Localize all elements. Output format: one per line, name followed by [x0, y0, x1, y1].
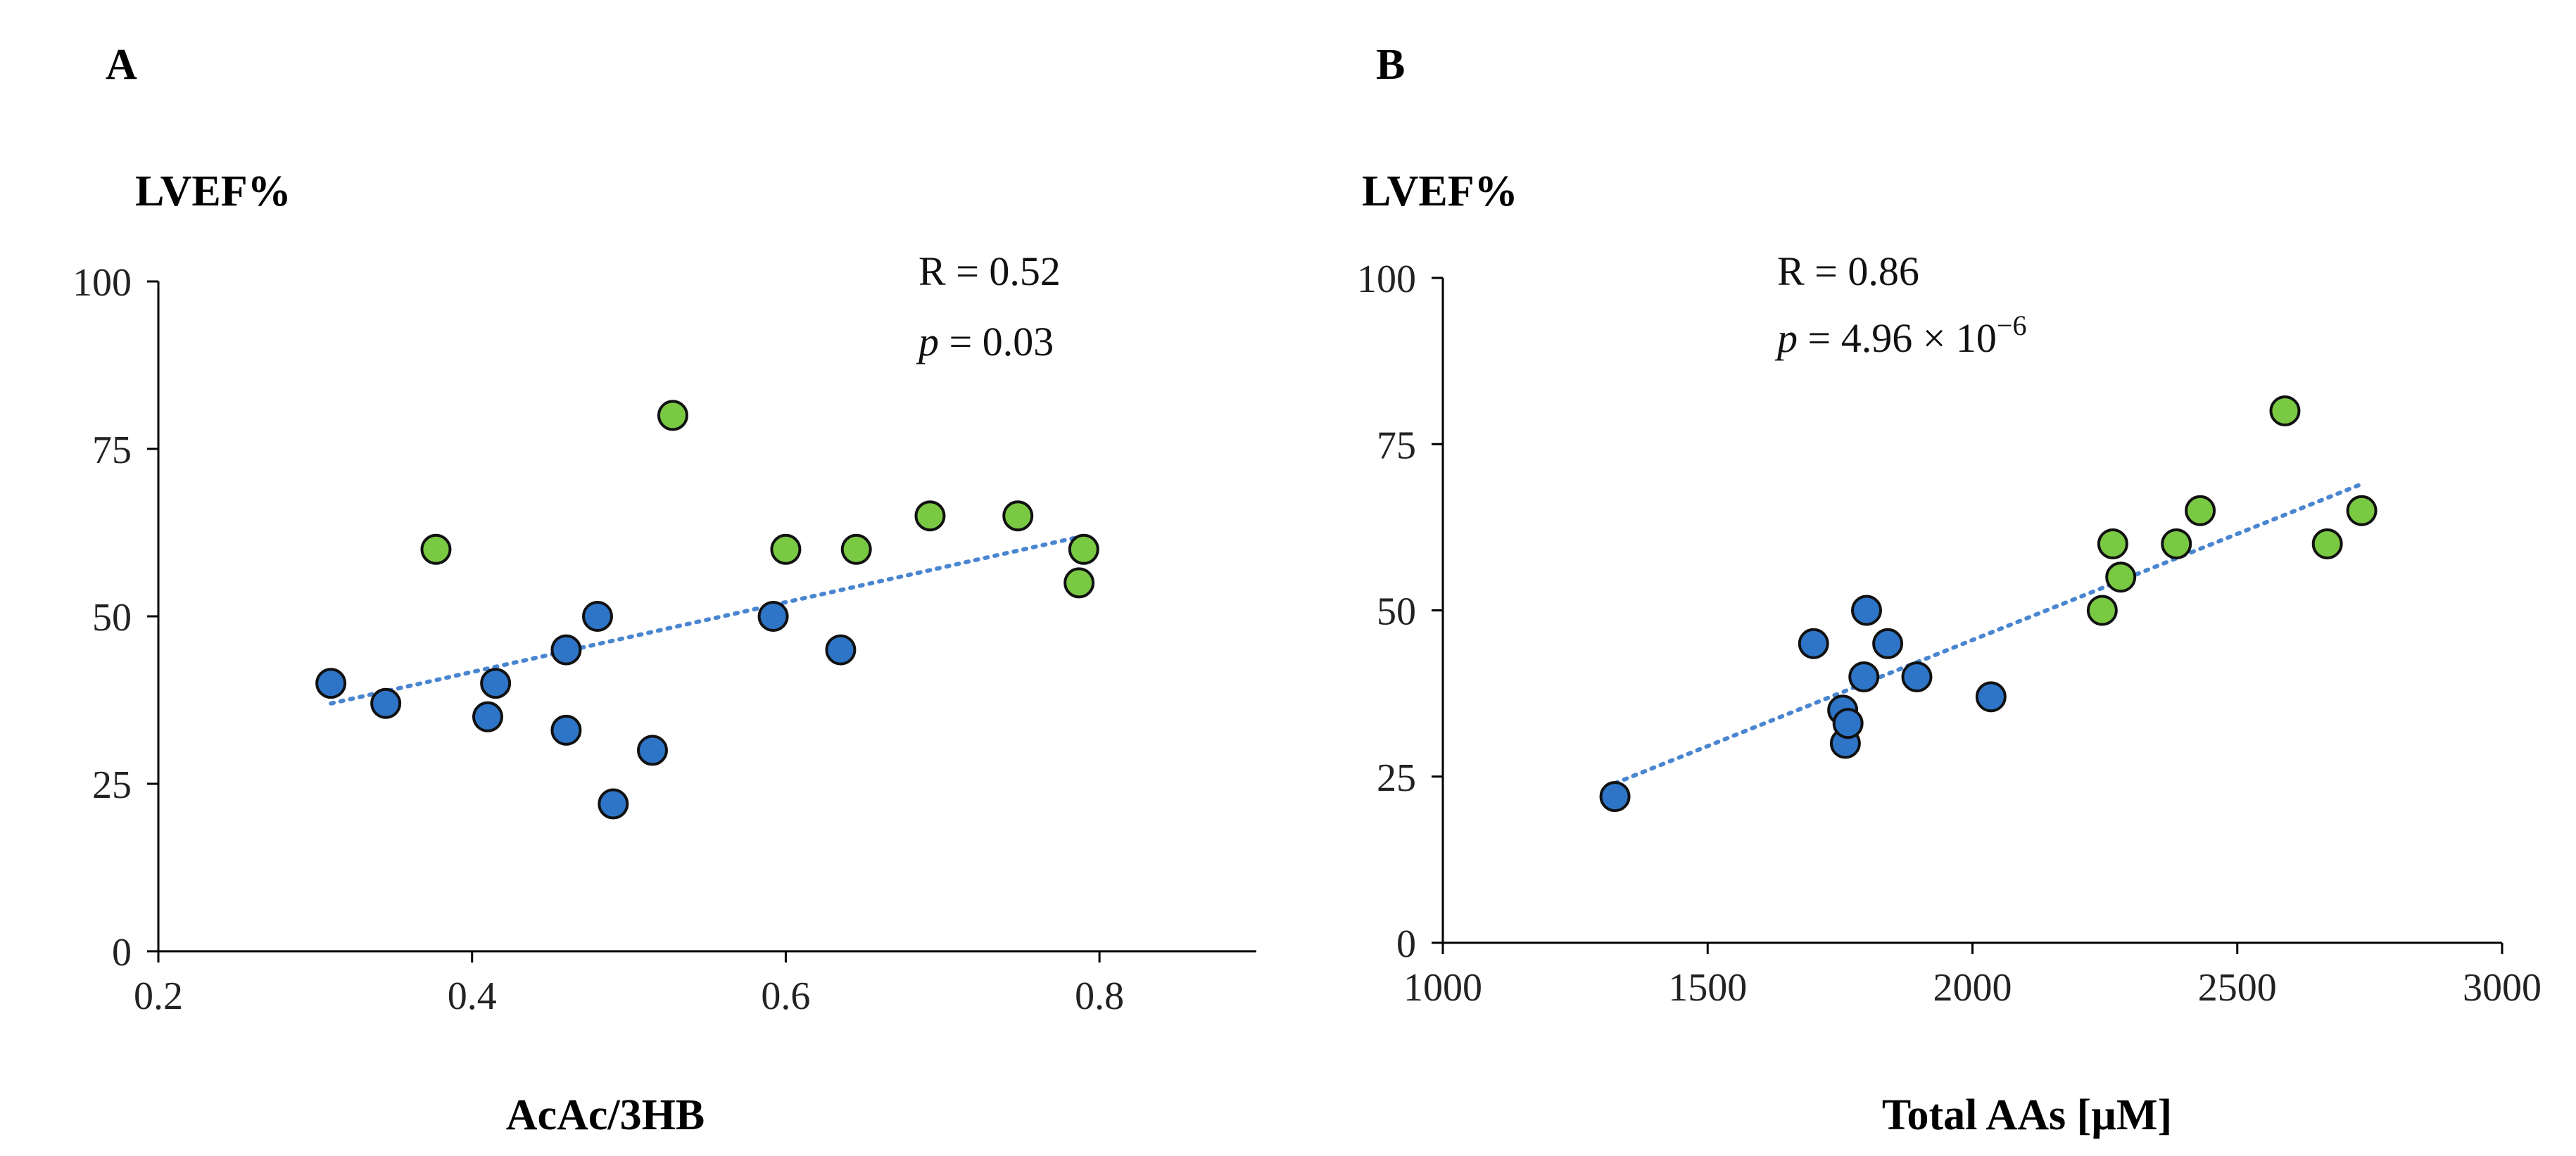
- panel-b-point-series-1: [1599, 781, 1631, 813]
- panel-a-r-annotation: R = 0.52: [918, 248, 1061, 294]
- panel-b-points: [1599, 395, 2378, 813]
- panel-b-y-tick-label: 25: [1377, 756, 1416, 800]
- panel-b-trendline-group: [1612, 481, 2364, 786]
- panel-a-point-series-1: [480, 668, 512, 699]
- panel-a-point-series-1: [315, 668, 347, 699]
- panel-a-point-series-1: [757, 601, 789, 632]
- panel-a-x-tick-label: 0.4: [448, 974, 497, 1018]
- panel-a-point-series-1: [472, 701, 503, 732]
- panel-a-x-axis-label: AcAc/3HB: [506, 1091, 705, 1139]
- panel-b-point-series-2: [2346, 495, 2378, 526]
- panel-b-p-symbol: p: [1774, 315, 1798, 361]
- panel-a-p-annotation: p = 0.03: [916, 319, 1054, 364]
- panel-b-y-tick-label: 50: [1377, 590, 1416, 634]
- panel-a-y-tick-label: 0: [112, 931, 132, 974]
- panel-a-point-series-2: [1063, 567, 1095, 599]
- panel-b-point-series-1: [1798, 628, 1829, 659]
- panel-a-point-series-1: [637, 735, 668, 766]
- panel-b-p-value: = 4.96 × 10: [1798, 315, 1997, 361]
- panel-a-trendline: [329, 533, 1086, 706]
- panel-a-p-value: = 0.03: [939, 319, 1054, 364]
- panel-b-trendline: [1612, 481, 2364, 786]
- panel-a-x-tick-label: 0.2: [134, 974, 183, 1018]
- panel-a-point-series-2: [914, 500, 946, 532]
- panel-b-r-annotation: R = 0.86: [1777, 248, 1919, 294]
- panel-a-x-tick-label: 0.8: [1075, 974, 1124, 1018]
- panel-b-x-tick-label: 2500: [2198, 966, 2277, 1010]
- panel-b-p-annotation: p = 4.96 × 10−6: [1774, 310, 2026, 361]
- panel-b-point-series-1: [1848, 661, 1880, 692]
- panel-a-point-series-1: [370, 687, 402, 719]
- panel-b-point-series-2: [2105, 561, 2137, 593]
- panel-b-axes: 0 25 50 75 100 1000 1500 2000 2500 3000: [1357, 258, 2542, 1010]
- panel-a-axes: 0 25 50 75 100 0.2 0.4 0.6 0.8: [72, 261, 1256, 1018]
- panel-a-y-tick-label: 75: [92, 428, 132, 472]
- panel-a-p-symbol: p: [916, 319, 939, 364]
- panel-b-point-series-2: [2161, 528, 2192, 559]
- panel-b-x-tick-label: 1000: [1403, 966, 1482, 1010]
- panel-b: B LVEF% R = 0.86 p = 4.96 × 10−6 0 25 50 75…: [1357, 41, 2542, 1139]
- panel-a-x-tick-label: 0.6: [761, 974, 810, 1018]
- panel-a-y-tick-label: 100: [72, 261, 132, 305]
- panel-a-point-series-2: [1068, 533, 1099, 565]
- panel-b-point-series-1: [1901, 661, 1933, 692]
- panel-b-point-series-2: [2097, 528, 2128, 559]
- panel-a-letter: A: [106, 41, 137, 89]
- panel-b-letter: B: [1376, 41, 1405, 89]
- panel-b-point-series-1: [1975, 681, 2007, 713]
- panel-b-point-series-2: [2311, 528, 2343, 559]
- panel-a-point-series-1: [582, 601, 613, 632]
- panel-a-y-tick-label: 50: [92, 596, 132, 640]
- panel-a-point-series-2: [840, 533, 872, 565]
- panel-b-y-axis-label: LVEF%: [1362, 167, 1518, 215]
- panel-a-y-tick-label: 25: [92, 763, 132, 807]
- panel-b-point-series-2: [2269, 395, 2301, 426]
- panel-b-p-exponent: −6: [1997, 310, 2027, 341]
- panel-a-point-series-2: [657, 400, 688, 431]
- panel-b-x-tick-label: 1500: [1668, 966, 1747, 1010]
- panel-b-point-series-1: [1851, 595, 1882, 626]
- panel-a-point-series-1: [598, 788, 629, 820]
- panel-b-point-series-2: [2185, 495, 2216, 526]
- panel-a-point-series-2: [770, 533, 802, 565]
- panel-a-point-series-2: [420, 533, 452, 565]
- panel-b-x-tick-label: 2000: [1933, 966, 2012, 1010]
- panel-a-point-series-1: [825, 634, 857, 666]
- panel-b-x-axis-label: Total AAs [µM]: [1882, 1091, 2172, 1139]
- panel-a-trendline-group: [329, 533, 1086, 706]
- panel-a-point-series-2: [1002, 500, 1034, 532]
- panel-a-y-axis-label: LVEF%: [135, 167, 291, 215]
- panel-b-point-series-1: [1872, 628, 1904, 659]
- panel-a-point-series-1: [550, 714, 582, 746]
- panel-b-y-tick-label: 75: [1377, 424, 1416, 467]
- panel-b-y-tick-label: 100: [1357, 258, 1416, 301]
- panel-b-point-series-2: [2086, 595, 2118, 626]
- panel-a-points: [315, 400, 1099, 820]
- panel-b-x-tick-label: 3000: [2463, 966, 2542, 1010]
- panel-b-y-tick-label: 0: [1396, 922, 1416, 966]
- panel-a-point-series-1: [550, 634, 582, 666]
- panel-b-point-series-1: [1832, 708, 1864, 739]
